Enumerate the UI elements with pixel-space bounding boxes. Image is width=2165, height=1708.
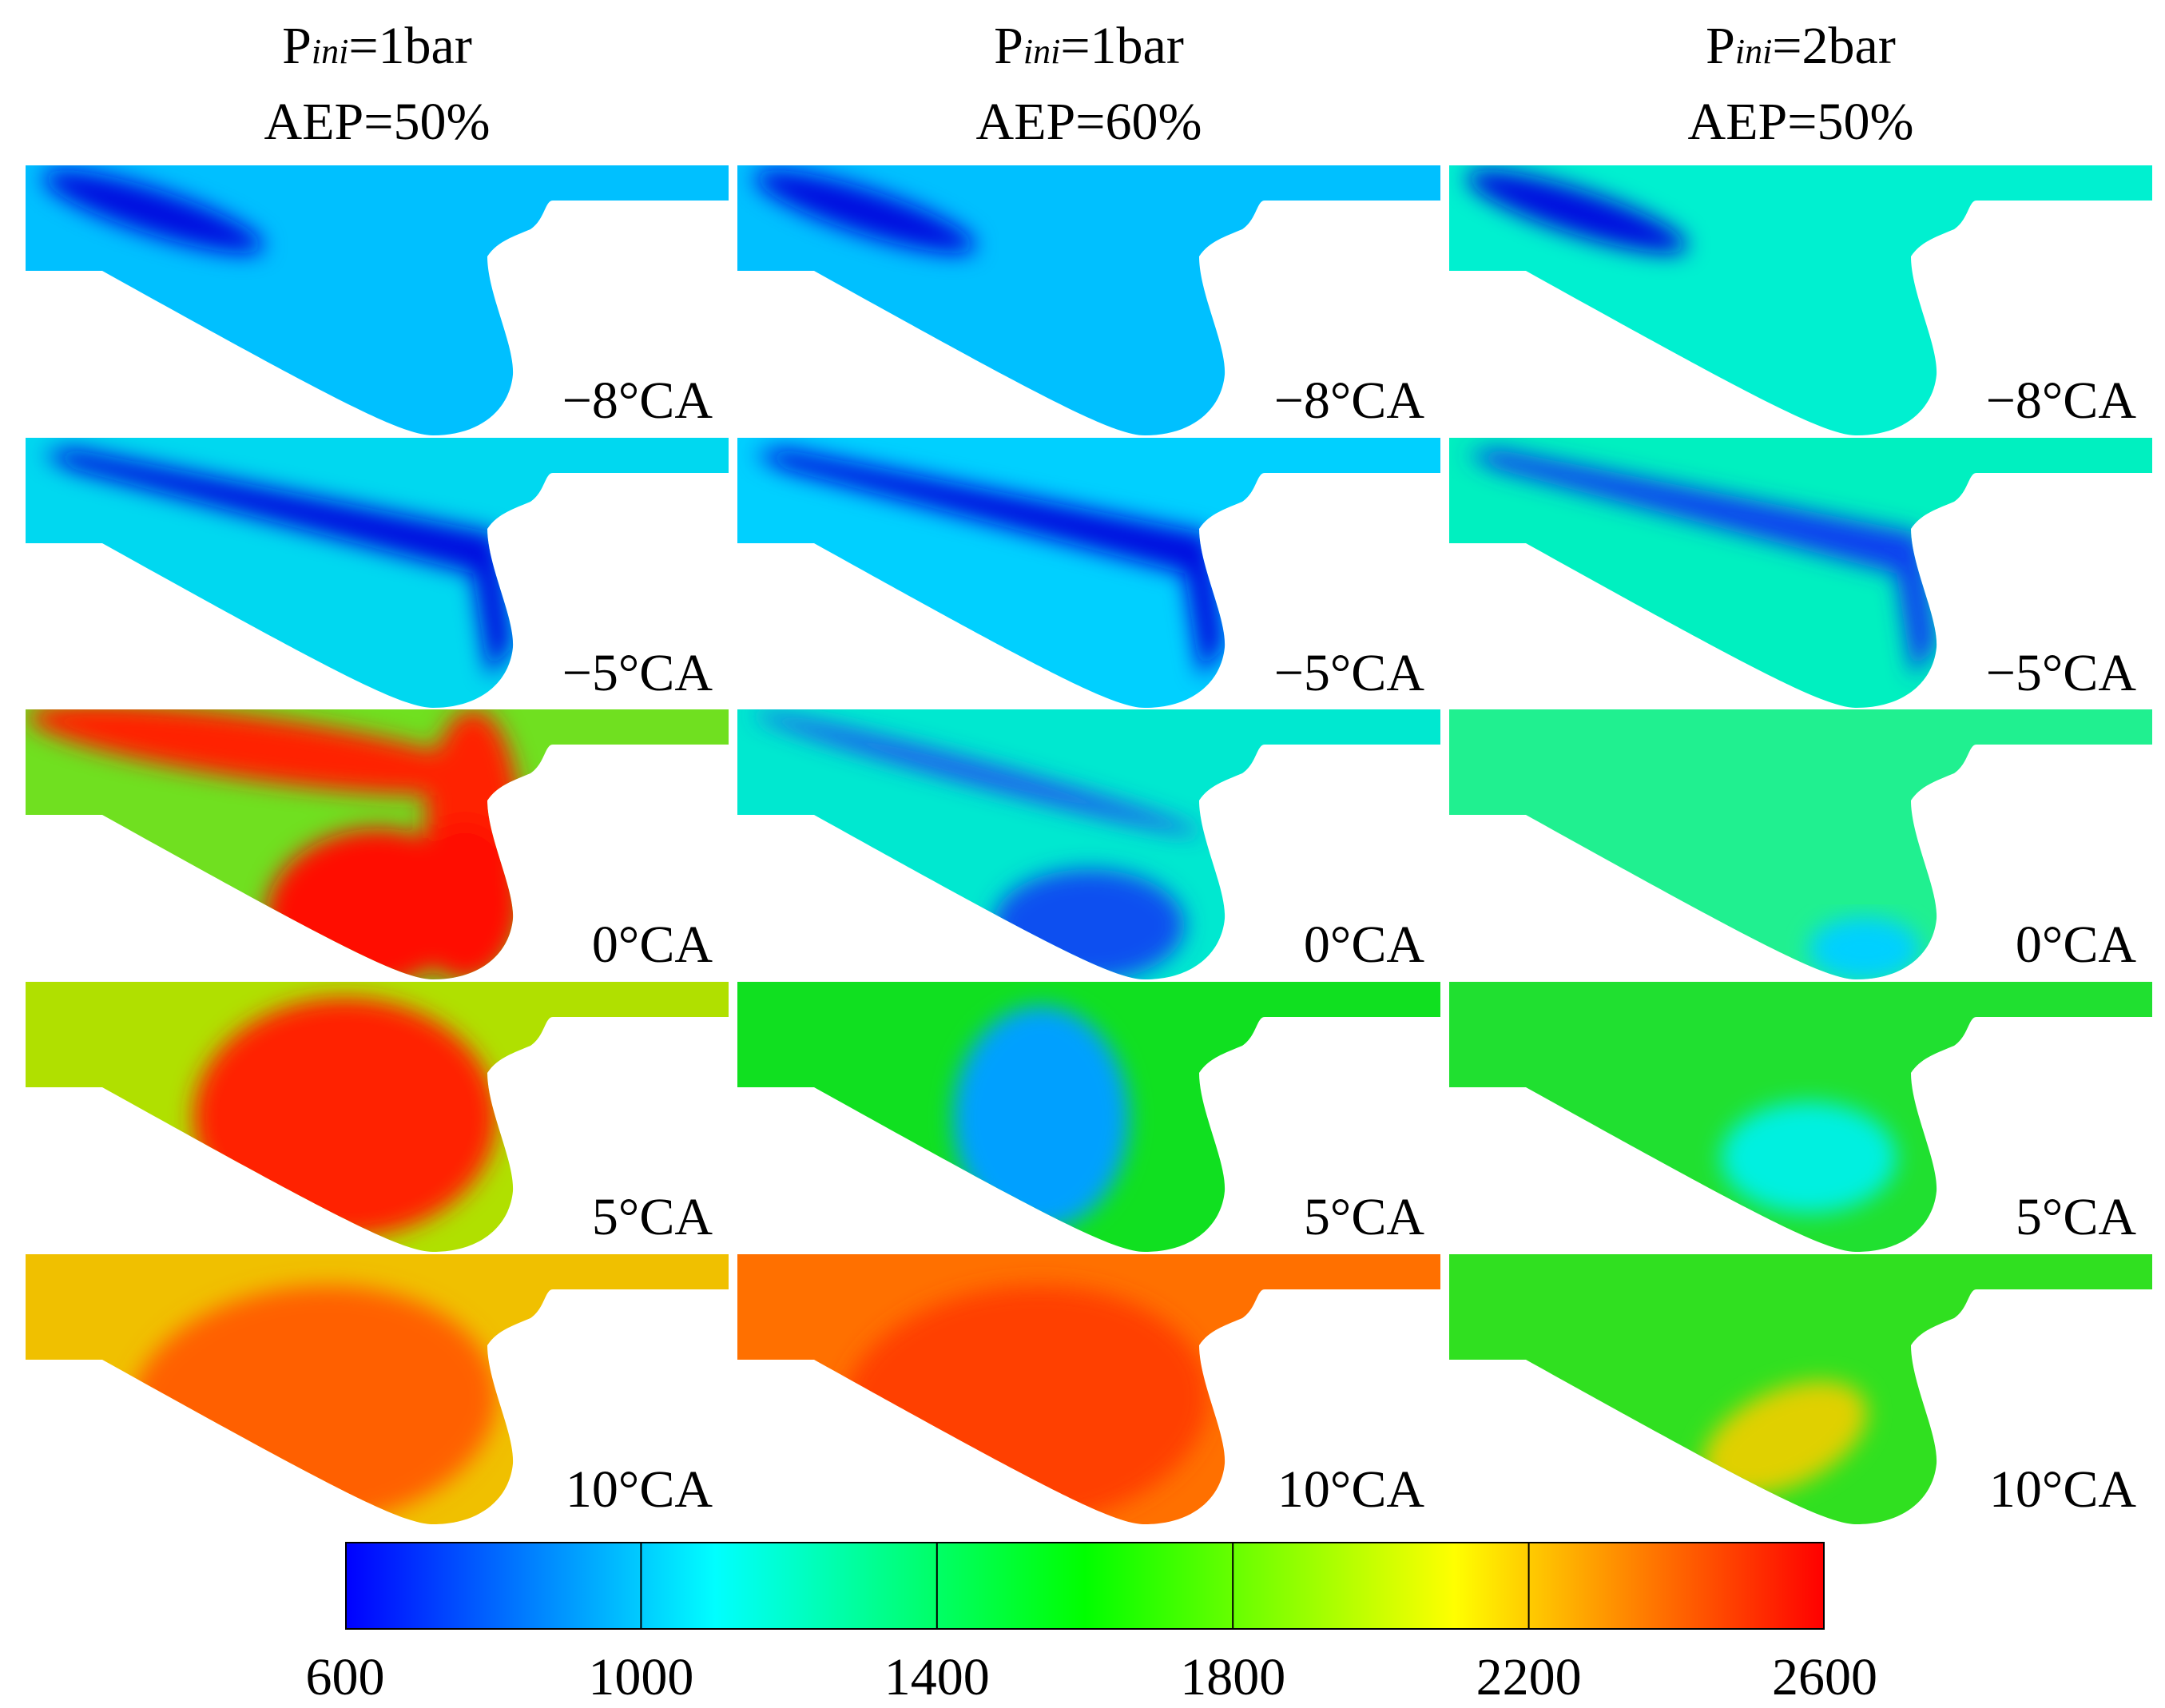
colorbar-tick-label: 1400 bbox=[884, 1648, 990, 1706]
crank-angle-label: 5°CA bbox=[1303, 1188, 1424, 1246]
contour-panel: 0°CA bbox=[26, 709, 729, 979]
temperature-region bbox=[753, 449, 1225, 677]
crank-angle-label: −8°CA bbox=[1985, 371, 2136, 430]
crank-angle-label: 0°CA bbox=[2015, 916, 2136, 974]
contour-plot bbox=[26, 165, 729, 435]
temperature-region bbox=[1702, 1380, 1867, 1495]
contour-panel: 5°CA bbox=[737, 982, 1440, 1252]
crank-angle-label: −5°CA bbox=[1985, 644, 2136, 702]
contour-plot bbox=[737, 982, 1440, 1252]
crank-angle-label: −8°CA bbox=[1273, 371, 1424, 430]
contour-plot bbox=[1449, 1254, 2152, 1524]
crank-angle-label: −5°CA bbox=[562, 644, 713, 702]
contour-plot bbox=[1449, 709, 2152, 979]
temperature-region bbox=[1721, 1102, 1897, 1213]
contour-plot bbox=[737, 438, 1440, 708]
contour-panel: −5°CA bbox=[1449, 438, 2152, 708]
temperature-region bbox=[27, 709, 503, 796]
contour-plot bbox=[26, 709, 729, 979]
temperature-region bbox=[754, 169, 976, 254]
contour-plot bbox=[26, 982, 729, 1252]
temperature-region bbox=[993, 869, 1185, 979]
colorbar-tick-label: 1000 bbox=[588, 1648, 694, 1706]
contour-plot bbox=[737, 165, 1440, 435]
temperature-region bbox=[409, 821, 521, 979]
colorbar-ticks bbox=[640, 1542, 1530, 1630]
crank-angle-label: 10°CA bbox=[1277, 1460, 1424, 1519]
temperature-region bbox=[193, 998, 497, 1237]
contour-panel: 0°CA bbox=[737, 709, 1440, 979]
crank-angle-label: −8°CA bbox=[562, 371, 713, 430]
contour-panel: 10°CA bbox=[737, 1254, 1440, 1524]
temperature-region bbox=[1466, 169, 1688, 254]
temperature-region bbox=[953, 1006, 1129, 1229]
column-title-1: Pini=1bar AEP=50% bbox=[264, 17, 491, 151]
crank-angle-label: 10°CA bbox=[1988, 1460, 2136, 1519]
column-title-3: Pini=2bar AEP=50% bbox=[1687, 17, 1914, 151]
crank-angle-label: 0°CA bbox=[1303, 916, 1424, 974]
colorbar-gradient bbox=[345, 1542, 1825, 1630]
crank-angle-label: 5°CA bbox=[2015, 1188, 2136, 1246]
contour-panel: 5°CA bbox=[26, 982, 729, 1252]
contour-plot bbox=[737, 1254, 1440, 1524]
temperature-region bbox=[1465, 449, 1937, 677]
contour-panel: 10°CA bbox=[1449, 1254, 2152, 1524]
crank-angle-label: 0°CA bbox=[591, 916, 713, 974]
contour-panel: 10°CA bbox=[26, 1254, 729, 1524]
temperature-region bbox=[753, 712, 1202, 835]
contour-panel: −5°CA bbox=[737, 438, 1440, 708]
contour-plot bbox=[26, 438, 729, 708]
crank-angle-label: 10°CA bbox=[565, 1460, 713, 1519]
colorbar-tick-label: 600 bbox=[305, 1648, 385, 1706]
contour-plot bbox=[1449, 982, 2152, 1252]
column-title-2: Pini=1bar AEP=60% bbox=[975, 17, 1202, 151]
colorbar-tick-label: 2600 bbox=[1772, 1648, 1877, 1706]
contour-panel: −8°CA bbox=[1449, 165, 2152, 435]
contour-panel: −5°CA bbox=[26, 438, 729, 708]
contour-panel: −8°CA bbox=[26, 165, 729, 435]
colorbar-tick-label: 2200 bbox=[1476, 1648, 1582, 1706]
temperature-region bbox=[1809, 917, 1921, 979]
crank-angle-label: 5°CA bbox=[591, 1188, 713, 1246]
crank-angle-label: −5°CA bbox=[1273, 644, 1424, 702]
contour-panel: −8°CA bbox=[737, 165, 1440, 435]
contour-panel: 0°CA bbox=[1449, 709, 2152, 979]
contour-plot bbox=[1449, 165, 2152, 435]
temperature-region bbox=[42, 169, 264, 254]
colorbar bbox=[345, 1542, 1825, 1630]
contour-plot bbox=[1449, 438, 2152, 708]
contour-plot bbox=[737, 709, 1440, 979]
contour-plot bbox=[26, 1254, 729, 1524]
colorbar-tick-label: 1800 bbox=[1180, 1648, 1286, 1706]
temperature-region bbox=[42, 449, 513, 677]
contour-panel: 5°CA bbox=[1449, 982, 2152, 1252]
